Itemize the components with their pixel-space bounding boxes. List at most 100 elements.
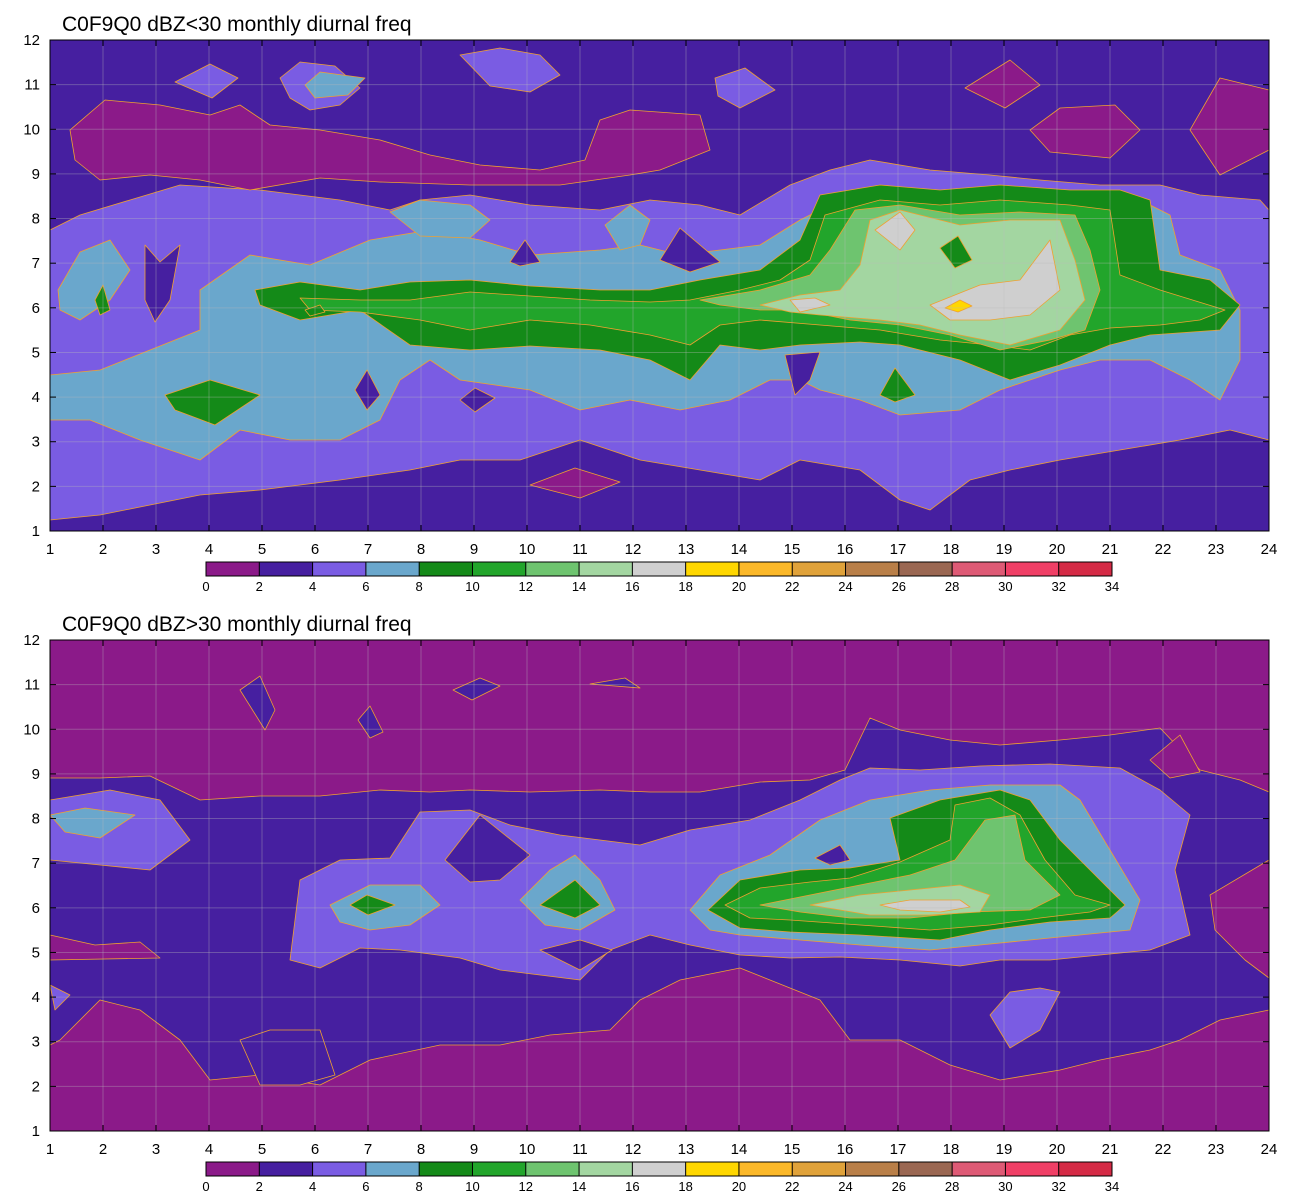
x-tick-label: 13 xyxy=(678,1141,695,1158)
x-tick-label: 16 xyxy=(837,541,854,558)
x-tick-label: 19 xyxy=(996,541,1013,558)
axes-bottom: 1 2 3 4 5 6 7 8 9 10 11 12 13 14 15 16 17 18 19 20 21 22 23 241… xyxy=(23,632,1277,1158)
x-tick-label: 23 xyxy=(1208,1141,1225,1158)
x-tick-label: 4 xyxy=(205,541,213,558)
plot-frame xyxy=(49,39,1270,532)
x-tick-label: 18 xyxy=(943,541,960,558)
x-tick-label: 20 xyxy=(1049,1141,1066,1158)
colorbar-label: 10 xyxy=(465,1179,479,1194)
contour-region xyxy=(944,299,973,313)
colorbar-label: 32 xyxy=(1051,1179,1065,1194)
x-tick-label: 3 xyxy=(152,1141,160,1158)
y-tick-label: 2 xyxy=(32,1078,40,1095)
x-tick-label: 11 xyxy=(572,1141,588,1158)
colorbar-label: 22 xyxy=(785,579,799,594)
contour-region xyxy=(589,677,641,689)
x-tick-label: 7 xyxy=(364,1141,372,1158)
colorbar-swatch xyxy=(632,562,686,576)
x-tick-label: 10 xyxy=(519,541,536,558)
contour-region xyxy=(1209,859,1270,979)
x-tick-label: 2 xyxy=(99,541,107,558)
colorbar-label: 2 xyxy=(256,579,263,594)
contour-region xyxy=(349,894,396,916)
colorbar-label: 24 xyxy=(838,579,852,594)
colorbar-label: 18 xyxy=(678,579,692,594)
x-tick-label: 6 xyxy=(311,1141,319,1158)
x-tick-label: 17 xyxy=(890,541,907,558)
grid-lines-bottom xyxy=(49,639,1270,1132)
colorbar-label: 30 xyxy=(998,579,1012,594)
colorbar-top: 0 2 4 6 8 10 12 14 16 18 20 22 24 26 28 30 32 34 xyxy=(202,561,1119,594)
colorbar-swatch xyxy=(792,1162,846,1176)
colorbar-label: 14 xyxy=(572,579,586,594)
y-tick-label: 12 xyxy=(23,632,40,649)
colorbar-label: 4 xyxy=(309,579,316,594)
x-tick-label: 9 xyxy=(470,541,478,558)
y-tick-label: 10 xyxy=(23,121,40,138)
contour-region xyxy=(509,239,541,267)
x-tick-label: 1 xyxy=(46,541,54,558)
colorbar-label: 32 xyxy=(1051,579,1065,594)
y-tick-label: 2 xyxy=(32,478,40,495)
colorbar-label: 34 xyxy=(1105,579,1119,594)
colorbar-label: 6 xyxy=(362,1179,369,1194)
colorbar-label: 6 xyxy=(362,579,369,594)
colorbar-swatch xyxy=(206,562,260,576)
y-tick-label: 9 xyxy=(32,166,40,183)
contour-region xyxy=(444,814,531,883)
contour-region xyxy=(784,351,821,396)
colorbar-swatch xyxy=(898,1162,953,1176)
contour-region xyxy=(239,1029,336,1086)
x-tick-label: 5 xyxy=(258,1141,266,1158)
contour-region xyxy=(874,211,916,251)
colorbar-swatch xyxy=(419,1162,473,1176)
y-tick-label: 7 xyxy=(32,255,40,272)
contour-region xyxy=(939,235,973,269)
x-tick-label: 6 xyxy=(311,541,319,558)
colorbar-swatch xyxy=(845,562,899,576)
y-tick-label: 5 xyxy=(32,344,40,361)
colorbar-swatch xyxy=(845,1162,899,1176)
contour-region xyxy=(539,939,613,971)
colorbar-label: 12 xyxy=(519,1179,533,1194)
colorbar-label: 28 xyxy=(945,1179,959,1194)
x-tick-label: 5 xyxy=(258,541,266,558)
colorbar-swatch xyxy=(952,562,1006,576)
colorbar-swatch xyxy=(472,562,526,576)
x-tick-label: 1 xyxy=(46,1141,54,1158)
contour-region xyxy=(357,705,384,739)
contour-region xyxy=(539,879,601,919)
y-tick-label: 3 xyxy=(32,1034,40,1051)
contour-region xyxy=(714,67,776,109)
y-tick-label: 8 xyxy=(32,811,40,828)
x-tick-label: 4 xyxy=(205,1141,213,1158)
x-tick-label: 24 xyxy=(1261,1141,1278,1158)
colorbar-swatch xyxy=(792,562,846,576)
y-tick-label: 12 xyxy=(23,32,40,49)
colorbar-swatch xyxy=(579,562,633,576)
contour-region xyxy=(879,899,971,913)
x-tick-label: 17 xyxy=(890,1141,907,1158)
chart-title-top: C0F9Q0 dBZ<30 monthly diurnal freq xyxy=(62,13,412,36)
colorbar-label: 4 xyxy=(309,1179,316,1194)
colorbar-label: 8 xyxy=(416,1179,423,1194)
x-tick-label: 14 xyxy=(731,1141,748,1158)
colorbar-swatch xyxy=(1058,562,1112,576)
x-tick-label: 23 xyxy=(1208,541,1225,558)
colorbar-swatch xyxy=(738,562,793,576)
colorbar-swatch xyxy=(312,562,366,576)
x-tick-label: 21 xyxy=(1102,541,1119,558)
colorbar-swatch xyxy=(1005,562,1059,576)
colorbar-label: 0 xyxy=(202,1179,209,1194)
colorbar-label: 26 xyxy=(892,1179,906,1194)
colorbar-label: 14 xyxy=(572,1179,586,1194)
colorbar-label: 18 xyxy=(678,1179,692,1194)
x-tick-label: 19 xyxy=(996,1141,1013,1158)
contour-region xyxy=(304,71,366,99)
chart-title-bottom: C0F9Q0 dBZ>30 monthly diurnal freq xyxy=(62,613,412,636)
colorbar-swatch xyxy=(525,562,580,576)
x-tick-label: 13 xyxy=(678,541,695,558)
x-tick-label: 9 xyxy=(470,1141,478,1158)
colorbar-label: 20 xyxy=(732,1179,746,1194)
colorbar-bottom: 0 2 4 6 8 10 12 14 16 18 20 22 24 26 28 30 32 34 xyxy=(202,1161,1119,1194)
